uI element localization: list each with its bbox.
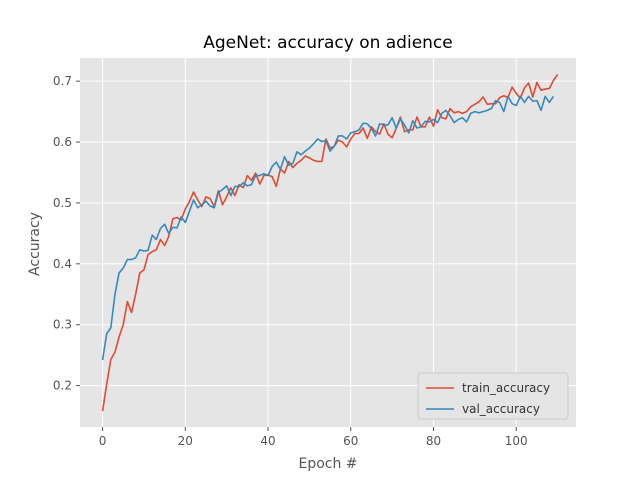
grid-lines [80, 58, 576, 427]
x-axis-label: Epoch # [298, 456, 357, 472]
y-tick-label: 0.3 [53, 318, 72, 332]
legend-label: train_accuracy [462, 381, 550, 395]
series-layer [101, 73, 559, 412]
y-tick-label: 0.5 [53, 196, 72, 210]
y-tick-label: 0.6 [53, 135, 72, 149]
x-tick-label: 60 [343, 434, 358, 448]
x-tick-label: 100 [505, 434, 528, 448]
chart-title: AgeNet: accuracy on adience [203, 33, 453, 53]
series-line-val-accuracy [101, 95, 555, 361]
legend-box [417, 372, 569, 420]
x-tick-label: 80 [426, 434, 441, 448]
x-tick-label: 0 [99, 434, 107, 448]
series-line-train-accuracy [101, 73, 559, 412]
x-tick-label: 40 [260, 434, 275, 448]
y-axis-label: Accuracy [27, 212, 43, 276]
y-tick-label: 0.4 [53, 257, 72, 271]
y-tick-label: 0.2 [53, 379, 72, 393]
y-tick-label: 0.7 [53, 74, 72, 88]
legend-label: val_accuracy [462, 402, 540, 416]
x-tick-label: 20 [178, 434, 193, 448]
y-axis-ticks: 0.2 0.3 0.4 0.5 0.6 0.7 [53, 74, 80, 393]
x-axis-ticks: 0 20 40 60 80 100 [99, 427, 528, 448]
legend: train_accuracy val_accuracy [417, 372, 569, 420]
plot-background [80, 58, 576, 427]
